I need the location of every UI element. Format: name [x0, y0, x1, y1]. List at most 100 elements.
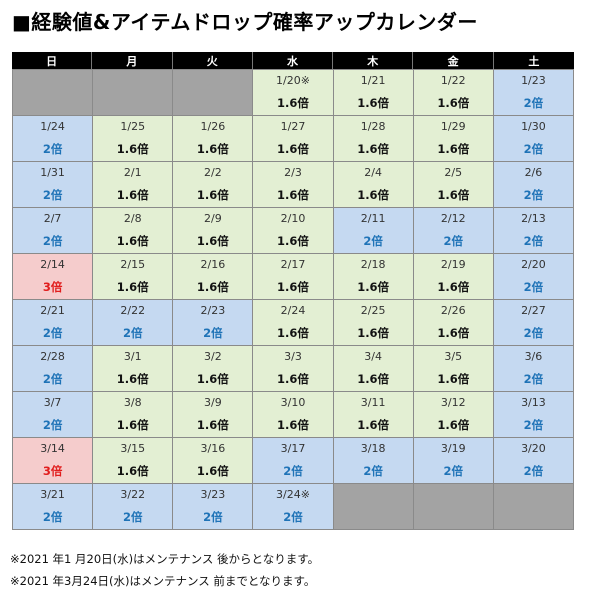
calendar-cell: 2/24 1.6倍 [253, 300, 334, 346]
page-title: ■経験値&アイテムドロップ確率アップカレンダー [12, 10, 478, 34]
cell-date: 2/7 [43, 212, 62, 225]
cell-date: 2/10 [280, 212, 306, 225]
weekday-header-cell: 土 [528, 54, 540, 68]
calendar-cell: 2/9 1.6倍 [173, 208, 254, 254]
cell-date: 1/20※ [276, 74, 310, 87]
cell-rate: 1.6倍 [357, 188, 390, 202]
cell-rate: 1.6倍 [277, 372, 309, 386]
cell-date: 2/6 [524, 166, 543, 179]
calendar-cell: 1/22 1.6倍 [413, 70, 494, 116]
calendar-cell: 2/17 1.6倍 [253, 254, 334, 300]
cell-rate: 1.6倍 [357, 96, 390, 110]
cell-rate: 2倍 [42, 188, 63, 202]
calendar-cell: 2/20 2倍 [493, 254, 574, 300]
calendar-cell: 3/17 2倍 [253, 438, 334, 484]
cell-rate: 3倍 [42, 280, 63, 294]
cell-date: 2/16 [200, 258, 226, 271]
cell-date: 1/30 [521, 120, 546, 133]
cell-rate: 1.6倍 [357, 418, 390, 432]
cell-rate: 1.6倍 [357, 326, 390, 340]
calendar-cell: 2/21 2倍 [13, 300, 94, 346]
cell-date: 2/19 [440, 258, 466, 271]
calendar-cell: 2/25 1.6倍 [333, 300, 414, 346]
cell-rate: 2倍 [363, 234, 383, 248]
calendar-cell: 3/4 1.6倍 [333, 346, 414, 392]
cell-date: 2/28 [40, 350, 65, 363]
calendar-cell: 3/21 2倍 [13, 484, 94, 530]
cell-date: 1/24 [40, 120, 65, 133]
cell-date: 3/2 [204, 350, 222, 363]
weekday-header-cell: 日 [12, 52, 93, 69]
cell-date: 2/25 [360, 304, 386, 317]
calendar-cell: 3/14 3倍 [13, 438, 94, 484]
calendar-cell: 2/14 3倍 [13, 254, 94, 300]
cell-date: 3/22 [120, 488, 146, 501]
calendar-cell: 3/11 1.6倍 [333, 392, 414, 438]
cell-rate: 1.6倍 [437, 372, 470, 386]
cell-date: 3/6 [524, 350, 543, 363]
cell-rate: 1.6倍 [357, 280, 390, 294]
calendar-cell: 3/6 2倍 [493, 346, 574, 392]
cell-date: 1/25 [120, 120, 146, 133]
cell-date: 3/10 [280, 396, 306, 409]
calendar-cell: 2/1 1.6倍 [93, 162, 174, 208]
cell-rate: 1.6倍 [437, 96, 470, 110]
cell-date: 3/18 [360, 442, 386, 455]
cell-rate: 2倍 [122, 326, 143, 340]
cell-rate: 1.6倍 [437, 188, 470, 202]
calendar-cell: 1/26 1.6倍 [173, 116, 254, 162]
cell-date: 3/8 [123, 396, 142, 409]
cell-date: 3/15 [120, 442, 146, 455]
calendar-cell: 3/3 1.6倍 [253, 346, 334, 392]
notes: ※2021 年1 月20日(水)はメンテナンス 後からとなります。 ※2021 … [10, 548, 319, 592]
cell-rate: 2倍 [523, 418, 544, 432]
cell-date: 3/14 [40, 442, 65, 455]
calendar-cell: 2/22 2倍 [93, 300, 174, 346]
cell-date: 1/31 [40, 166, 65, 179]
cell-rate: 2倍 [523, 96, 544, 110]
calendar-cell: 2/11 2倍 [333, 208, 414, 254]
cell-rate: 1.6倍 [357, 372, 390, 386]
calendar-cell: 3/12 1.6倍 [413, 392, 494, 438]
cell-rate: 1.6倍 [437, 418, 470, 432]
cell-rate: 1.6倍 [277, 234, 309, 248]
calendar-cell: 1/27 1.6倍 [253, 116, 334, 162]
cell-rate: 1.6倍 [277, 142, 309, 156]
cell-date: 2/18 [360, 258, 386, 271]
calendar-cell: 2/5 1.6倍 [413, 162, 494, 208]
calendar-cell: 2/10 1.6倍 [253, 208, 334, 254]
cell-rate: 2倍 [443, 464, 464, 478]
cell-date: 2/11 [360, 212, 386, 225]
cell-date: 3/24※ [276, 488, 310, 501]
weekday-header-cell: 木 [333, 52, 414, 69]
calendar-cell: 1/21 1.6倍 [333, 70, 414, 116]
calendar-cell: 3/9 1.6倍 [173, 392, 254, 438]
cell-date: 2/13 [521, 212, 546, 225]
cell-date: 2/22 [120, 304, 146, 317]
calendar-cell: 3/15 1.6倍 [93, 438, 174, 484]
cell-date: 2/2 [204, 166, 222, 179]
calendar-cell-empty [173, 70, 254, 116]
cell-rate: 1.6倍 [196, 188, 229, 202]
cell-date: 2/24 [280, 304, 306, 317]
calendar-cell: 3/23 2倍 [173, 484, 254, 530]
cell-date: 2/9 [204, 212, 222, 225]
calendar-cell: 3/7 2倍 [13, 392, 94, 438]
cell-rate: 1.6倍 [277, 96, 309, 110]
cell-date: 2/15 [120, 258, 146, 271]
weekday-header-cell: 水 [253, 52, 334, 69]
cell-date: 2/17 [280, 258, 306, 271]
cell-rate: 2倍 [363, 464, 383, 478]
cell-rate: 1.6倍 [116, 142, 149, 156]
cell-rate: 1.6倍 [116, 418, 149, 432]
cell-rate: 1.6倍 [116, 372, 149, 386]
calendar-cell: 2/13 2倍 [493, 208, 574, 254]
calendar-cell: 2/18 1.6倍 [333, 254, 414, 300]
calendar-cell: 2/12 2倍 [413, 208, 494, 254]
cell-date: 3/17 [280, 442, 306, 455]
cell-rate: 2倍 [42, 142, 63, 156]
calendar-cell: 2/2 1.6倍 [173, 162, 254, 208]
cell-date: 3/19 [440, 442, 466, 455]
calendar-cell: 3/18 2倍 [333, 438, 414, 484]
cell-rate: 2倍 [122, 510, 143, 524]
